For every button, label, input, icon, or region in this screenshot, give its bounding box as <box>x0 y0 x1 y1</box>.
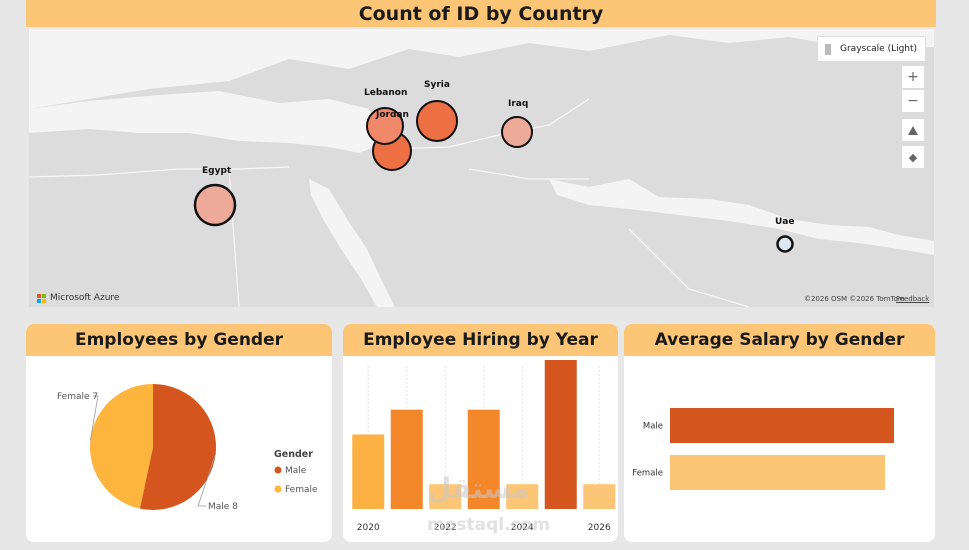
hiring-card: Employee Hiring by Year 2020 2022 2024 2026… <box>343 324 618 542</box>
watermark-latin: mostaql.com <box>427 515 551 535</box>
gender-pie-chart: Female 7 Male 8 Gender Male Female <box>57 384 318 512</box>
salary-bar-female[interactable] <box>670 455 886 490</box>
map-feedback-link[interactable]: Feedback <box>896 295 930 303</box>
azure-logo <box>37 294 47 304</box>
pitch-button[interactable] <box>901 118 925 142</box>
map-label-syria: Syria <box>424 80 450 90</box>
zoom-out-button[interactable]: − <box>901 89 925 113</box>
hiring-card-title: Employee Hiring by Year <box>343 324 618 356</box>
map-style-label: Grayscale (Light) <box>840 44 918 54</box>
map-title: Count of ID by Country <box>26 0 936 27</box>
map-label-jordan: Jordan <box>376 110 409 120</box>
pie-slice-female[interactable] <box>89 384 153 509</box>
map-style-button[interactable]: Grayscale (Light) <box>817 36 926 62</box>
x-tick-label: 2022 <box>434 523 457 533</box>
legend-label-female[interactable]: Female <box>285 485 318 495</box>
x-tick-label: 2020 <box>357 523 380 533</box>
bubble-egypt[interactable] <box>193 183 237 227</box>
salary-card-title: Average Salary by Gender <box>624 324 935 356</box>
map-bubbles <box>193 100 794 253</box>
pie-label-female: Female 7 <box>57 392 98 402</box>
map-label-egypt: Egypt <box>202 166 232 176</box>
map-label-iraq: Iraq <box>508 99 529 109</box>
y-tick-label-male: Male <box>643 422 663 432</box>
salary-card: Average Salary by Gender Male Female <box>624 324 935 542</box>
bubble-syria[interactable] <box>416 100 458 142</box>
bubble-lebanon[interactable] <box>366 107 404 145</box>
hiring-bar-2023[interactable] <box>467 409 500 509</box>
hiring-bar-2025[interactable] <box>544 360 577 509</box>
pie-slice-male[interactable] <box>139 384 216 510</box>
x-tick-label: 2024 <box>511 523 534 533</box>
x-tick-label: 2026 <box>588 523 611 533</box>
hiring-bar-2022[interactable] <box>429 484 462 509</box>
map-basemap <box>29 29 934 307</box>
zoom-in-button[interactable]: + <box>901 65 925 89</box>
map-copyright: ©2026 OSM ©2026 TomTom <box>804 295 905 303</box>
compass-button[interactable]: ◆ <box>901 145 925 169</box>
azure-brand: Microsoft Azure <box>50 293 120 303</box>
salary-bar-chart: Male Female <box>632 408 894 490</box>
hiring-bar-chart: 2020 2022 2024 2026 <box>352 360 616 533</box>
pie-leader-male <box>197 453 217 507</box>
compass-icon: ◆ <box>908 150 918 164</box>
bubble-iraq[interactable] <box>501 116 533 148</box>
legend-dot-male <box>274 466 282 474</box>
hiring-bar-2024[interactable] <box>506 484 539 509</box>
legend-dot-female <box>274 485 282 493</box>
pie-label-male: Male 8 <box>208 502 238 512</box>
map-style-icon <box>825 43 831 55</box>
pie-leader-female <box>89 395 99 441</box>
gender-card-title: Employees by Gender <box>26 324 332 356</box>
pitch-icon <box>908 125 918 135</box>
hiring-bar-2021[interactable] <box>390 409 423 509</box>
legend-label-male[interactable]: Male <box>285 466 307 476</box>
country-bubble-map[interactable]: Lebanon Syria Jordan Iraq Egypt Uae Gray… <box>29 29 934 307</box>
hiring-bar-2026[interactable] <box>583 484 616 509</box>
legend-title: Gender <box>274 449 313 460</box>
map-label-uae: Uae <box>775 217 795 227</box>
gender-card: Employees by Gender Female 7 Male 8 Gend… <box>26 324 332 542</box>
y-tick-label-female: Female <box>632 469 663 479</box>
map-label-lebanon: Lebanon <box>364 88 408 98</box>
watermark-arabic: مستقل <box>427 472 530 505</box>
bubble-uae[interactable] <box>776 235 794 253</box>
hiring-bar-2020[interactable] <box>352 434 385 510</box>
salary-bar-male[interactable] <box>670 408 894 443</box>
